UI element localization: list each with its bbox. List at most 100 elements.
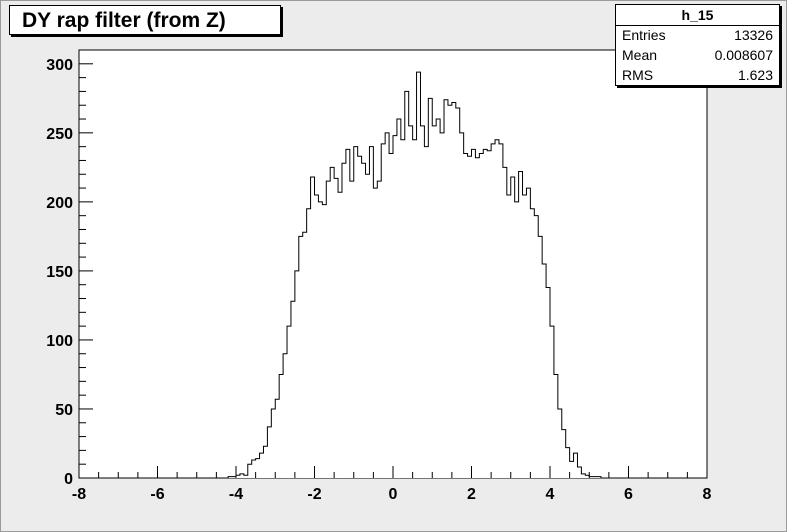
histogram-bin: [341, 163, 346, 479]
y-tick-label: 100: [46, 333, 73, 350]
histogram-bin: [428, 98, 433, 479]
stats-label: RMS: [622, 67, 654, 83]
histogram-bin: [557, 408, 562, 478]
histogram-bin: [440, 132, 445, 478]
histogram-bin: [408, 125, 413, 478]
histogram-bin: [573, 453, 578, 478]
histogram-bin: [365, 174, 370, 479]
histogram-bin: [243, 475, 248, 478]
x-axis: -8 -6 -4 -2 0 2 4 6 8: [72, 466, 712, 503]
histogram-bin: [530, 208, 535, 478]
histogram-bin: [550, 326, 554, 478]
stats-value: 1.623: [737, 67, 773, 83]
chart-title: DY rap filter (from Z): [22, 9, 226, 32]
histogram-bin: [251, 460, 256, 478]
histogram-bin: [447, 105, 452, 479]
histogram-bin: [538, 236, 543, 478]
y-tick-label: 150: [46, 264, 73, 281]
histogram-bin: [593, 476, 598, 478]
histogram-bin: [597, 476, 602, 478]
histogram-bin: [247, 464, 252, 478]
histogram-bin: [267, 426, 272, 478]
x-tick-label: -6: [150, 486, 164, 503]
y-tick-label: 250: [46, 126, 73, 143]
histogram-bin: [412, 139, 417, 478]
histogram-bin: [581, 473, 586, 478]
stats-label: Entries: [622, 27, 666, 43]
stats-value: 0.008607: [714, 47, 773, 63]
stats-value: 13326: [734, 27, 773, 43]
histogram-bin: [294, 270, 299, 478]
histogram-bin: [420, 125, 425, 478]
histogram-bin: [310, 177, 315, 478]
histogram-bin: [510, 177, 515, 478]
x-tick-label: 6: [624, 486, 633, 503]
histogram-bin: [479, 153, 484, 478]
histogram-bin: [271, 408, 276, 478]
histogram-bin: [498, 143, 503, 479]
y-tick-label: 50: [55, 402, 73, 419]
y-axis: 0 50 100 150 200 250 300: [46, 49, 93, 488]
histogram-bin: [306, 208, 311, 478]
x-tick-label: -8: [72, 486, 86, 503]
histogram-bin: [275, 399, 280, 478]
histogram-bin: [334, 178, 339, 478]
histogram-bin: [298, 236, 303, 478]
histogram-bin: [553, 374, 558, 478]
histogram-bin: [463, 153, 468, 478]
histogram-bin: [349, 181, 354, 478]
y-tick-label: 300: [46, 57, 73, 74]
histogram-bin: [589, 476, 594, 478]
histogram-bin: [518, 171, 523, 479]
x-tick-label: -4: [229, 486, 243, 503]
x-tick-label: 8: [703, 486, 712, 503]
histogram-bin: [400, 139, 405, 478]
histogram-bin: [561, 429, 566, 478]
histogram-bin: [404, 91, 409, 478]
histogram-bin: [326, 181, 331, 478]
histogram-bin: [546, 287, 550, 478]
histogram-bin: [314, 194, 319, 478]
histogram-bin: [263, 446, 268, 478]
histogram-bin: [491, 143, 496, 479]
histogram-bin: [565, 447, 570, 478]
histogram-bin: [385, 132, 390, 478]
histogram-bin: [239, 473, 244, 478]
title-box: DY rap filter (from Z): [9, 5, 281, 35]
histogram-bin: [577, 466, 582, 478]
histogram-bin: [455, 107, 460, 479]
histogram-bin: [506, 194, 511, 478]
stats-label: Mean: [622, 47, 658, 63]
histogram-bin: [373, 188, 378, 478]
histogram-bin: [451, 102, 456, 479]
histogram-bin: [345, 149, 350, 479]
histogram-bin: [259, 453, 264, 478]
histogram-bin: [475, 157, 480, 479]
y-tick-label: 200: [46, 195, 73, 212]
histogram-bin: [381, 143, 386, 479]
histogram-bin: [318, 201, 323, 478]
x-tick-label: -2: [307, 486, 321, 503]
histogram-bin: [471, 149, 476, 479]
histogram-bin: [514, 201, 519, 478]
histogram-bin: [542, 264, 547, 478]
histogram-bin: [389, 153, 393, 478]
histogram-bin: [377, 181, 382, 478]
histogram-bin: [569, 461, 574, 478]
histogram-bin: [302, 232, 307, 478]
histogram-bin: [353, 146, 358, 479]
histogram-bin: [483, 149, 488, 479]
histogram-bin: [287, 326, 291, 478]
histogram-bin: [232, 476, 236, 478]
histogram-bin: [279, 374, 284, 478]
histogram-bin: [369, 146, 374, 479]
histogram-bin: [396, 119, 401, 478]
histogram-bin: [534, 215, 539, 478]
histogram-outline: [79, 71, 707, 479]
histogram-bin: [526, 188, 531, 478]
histogram-bin: [361, 163, 366, 479]
histogram-bin: [444, 99, 448, 479]
histogram-bin: [322, 204, 327, 478]
